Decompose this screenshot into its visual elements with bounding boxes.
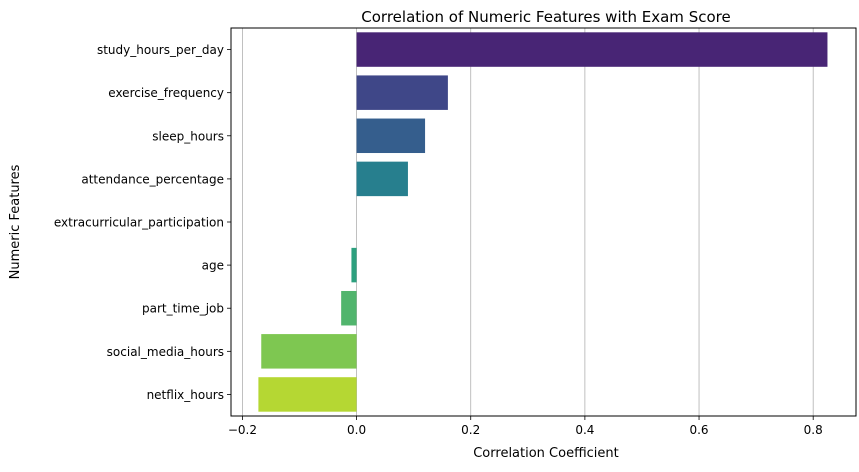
x-tick-label: 0.6 [689, 423, 708, 437]
bar-netflix-hours [258, 377, 357, 412]
y-tick-label: netflix_hours [147, 388, 224, 402]
x-tick-label: 0.0 [347, 423, 366, 437]
bars [258, 32, 828, 412]
y-tick-label: extracurricular_participation [54, 216, 224, 230]
bar-exercise-frequency [356, 75, 448, 110]
x-tick-label: 0.2 [461, 423, 480, 437]
bar-social-media-hours [261, 334, 357, 369]
bar-part-time-job [341, 290, 357, 326]
y-tick-label: social_media_hours [107, 345, 224, 359]
x-axis-label: Correlation Coefficient [473, 446, 619, 461]
y-tick-label: sleep_hours [152, 129, 224, 143]
x-ticks: −0.2 0.0 0.2 0.4 0.6 0.8 [228, 416, 823, 437]
bar-attendance-percentage [356, 161, 408, 197]
bar-study-hours-per-day [356, 32, 828, 67]
y-axis-label: Numeric Features [8, 164, 23, 279]
bar-age [351, 247, 357, 283]
y-tick-label: age [202, 259, 224, 273]
bar-sleep-hours [356, 118, 426, 154]
y-ticks: study_hours_per_day exercise_frequencysle… [54, 43, 231, 402]
chart-title: Correlation of Numeric Features with Exa… [361, 8, 730, 26]
x-tick-label: 0.4 [575, 423, 594, 437]
x-tick-label: 0.8 [804, 423, 823, 437]
y-tick-label: part_time_job [142, 302, 224, 316]
y-tick-label: exercise_frequency [108, 86, 224, 100]
y-tick-label: attendance_percentage [81, 172, 224, 186]
x-tick-label: −0.2 [228, 423, 257, 437]
y-tick-label: study_hours_per_day [97, 43, 224, 57]
